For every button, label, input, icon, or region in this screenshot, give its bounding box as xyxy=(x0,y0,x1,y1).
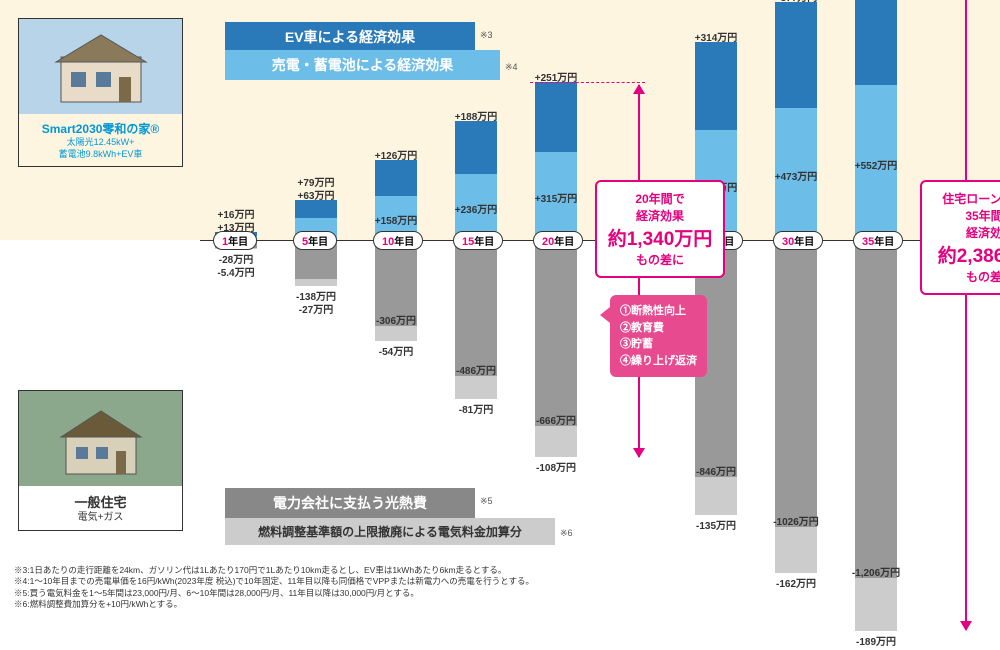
pink-line-2: ②教育費 xyxy=(620,320,697,337)
val-sell: +552万円 xyxy=(850,157,902,172)
bar-ev xyxy=(295,200,337,218)
callout20-l2: もの差に xyxy=(607,251,713,268)
val-sell: +236万円 xyxy=(450,201,502,216)
val-ev: +126万円 xyxy=(370,147,422,162)
bar-ev xyxy=(455,121,497,174)
column-5: +63万円+79万円-138万円-27万円5年目 xyxy=(295,0,355,650)
year-pill: 15年目 xyxy=(453,231,503,250)
val-ev: +63万円 xyxy=(290,187,342,202)
normal-house-caption: 一般住宅 電気+ガス xyxy=(19,486,182,530)
val-util: -666万円 xyxy=(530,412,582,427)
val-fuel: -27万円 xyxy=(290,301,342,316)
callout20-big: 約1,340万円 xyxy=(607,224,713,251)
val-fuel: -108万円 xyxy=(530,459,582,474)
year-pill: 30年目 xyxy=(773,231,823,250)
smart-house-title: Smart2030零和の家® xyxy=(23,120,178,137)
pink-line-4: ④繰り上げ返済 xyxy=(620,353,697,370)
normal-house-image xyxy=(19,391,182,486)
footnotes: ※3:1日あたりの走行距離を24km、ガソリン代は1Lあたり170円で1Lあたり… xyxy=(14,565,534,611)
normal-house-card: 一般住宅 電気+ガス xyxy=(18,390,183,531)
column-10: +126万円+158万円-306万円-54万円10年目 xyxy=(375,0,435,650)
val-ev: +188万円 xyxy=(450,108,502,123)
pink-uses-box: ①断熱性向上 ②教育費 ③貯蓄 ④繰り上げ返済 xyxy=(610,295,707,377)
pink-line-3: ③貯蓄 xyxy=(620,336,697,353)
year-pill: 1年目 xyxy=(213,231,257,250)
val-fuel: -5.4万円 xyxy=(210,264,262,279)
normal-house-title: 一般住宅 xyxy=(23,492,178,511)
footnote-6: ※6:燃料調整費加算分を+10円/kWhとする。 xyxy=(14,599,534,610)
val-sell: +79万円 xyxy=(290,174,342,189)
chart-area: +13万円+16万円-28万円-5.4万円1年目 +63万円+79万円-138万円… xyxy=(200,0,1000,650)
footnote-3: ※3:1日あたりの走行距離を24km、ガソリン代は1Lあたり170円で1Lあたり… xyxy=(14,565,534,576)
val-fuel: -135万円 xyxy=(690,517,742,532)
bar-ev xyxy=(535,82,577,152)
column-35: +439万円+552万円-1,206万円-189万円35年目 xyxy=(855,0,915,650)
val-fuel: -189万円 xyxy=(850,633,902,648)
val-util: -846万円 xyxy=(690,463,742,478)
smart-house-card: Smart2030零和の家® 太陽光12.45kW+ 蓄電池9.8kWh+EV車 xyxy=(18,18,183,167)
val-fuel: -54万円 xyxy=(370,343,422,358)
bar-ev xyxy=(855,0,897,85)
smart-house-sub: 太陽光12.45kW+ 蓄電池9.8kWh+EV車 xyxy=(23,137,178,160)
val-sell: +16万円 xyxy=(210,206,262,221)
val-ev: +377万円 xyxy=(770,0,822,4)
bar-util xyxy=(535,240,577,426)
arrow-35 xyxy=(965,0,967,630)
bar-fuel xyxy=(775,527,817,572)
year-pill: 10年目 xyxy=(373,231,423,250)
callout20-l1: 20年間で 経済効果 xyxy=(607,190,713,224)
bar-fuel xyxy=(855,578,897,631)
val-util: -486万円 xyxy=(450,362,502,377)
callout35-l2: もの差に xyxy=(932,268,1000,285)
bar-ev xyxy=(775,2,817,108)
year-pill: 5年目 xyxy=(293,231,337,250)
bar-util xyxy=(775,240,817,527)
val-sell: +473万円 xyxy=(770,168,822,183)
val-util: -1,206万円 xyxy=(850,564,902,579)
val-ev: +314万円 xyxy=(690,29,742,44)
column-1: +13万円+16万円-28万円-5.4万円1年目 xyxy=(215,0,275,650)
callout-20: 20年間で 経済効果 約1,340万円 もの差に xyxy=(595,180,725,278)
callout35-l1: 住宅ローン返済の 35年間で 経済効果 xyxy=(932,190,1000,241)
smart-house-image xyxy=(19,19,182,114)
column-15: +188万円+236万円-486万円-81万円15年目 xyxy=(455,0,515,650)
bar-util xyxy=(455,240,497,376)
val-sell: +315万円 xyxy=(530,190,582,205)
bar-ev xyxy=(375,160,417,195)
callout35-big: 約2,386万円 xyxy=(932,241,1000,268)
bar-fuel xyxy=(535,426,577,456)
val-sell: +158万円 xyxy=(370,212,422,227)
val-fuel: -162万円 xyxy=(770,575,822,590)
redline-top-20 xyxy=(530,82,645,83)
bar-ev xyxy=(695,42,737,130)
bar-util xyxy=(855,240,897,578)
bar-fuel xyxy=(375,326,417,341)
normal-house-sub: 電気+ガス xyxy=(23,511,178,524)
bar-fuel xyxy=(455,376,497,399)
year-pill: 20年目 xyxy=(533,231,583,250)
val-fuel: -81万円 xyxy=(450,401,502,416)
val-util: -1026万円 xyxy=(770,513,822,528)
year-pill: 35年目 xyxy=(853,231,903,250)
bar-fuel xyxy=(695,477,737,515)
val-util: -306万円 xyxy=(370,312,422,327)
footnote-4: ※4:1〜10年目までの売電単価を16円/kWh(2023年度 税込)で10年固… xyxy=(14,576,534,587)
column-30: +377万円+473万円-1026万円-162万円30年目 xyxy=(775,0,835,650)
column-20: +251万円+315万円-666万円-108万円20年目 xyxy=(535,0,595,650)
footnote-5: ※5:買う電気料金を1〜5年間は23,000円/月、6〜10年間は28,000円… xyxy=(14,588,534,599)
smart-house-caption: Smart2030零和の家® 太陽光12.45kW+ 蓄電池9.8kWh+EV車 xyxy=(19,114,182,166)
callout-35: 住宅ローン返済の 35年間で 経済効果 約2,386万円 もの差に xyxy=(920,180,1000,295)
bar-fuel xyxy=(295,279,337,287)
pink-line-1: ①断熱性向上 xyxy=(620,303,697,320)
